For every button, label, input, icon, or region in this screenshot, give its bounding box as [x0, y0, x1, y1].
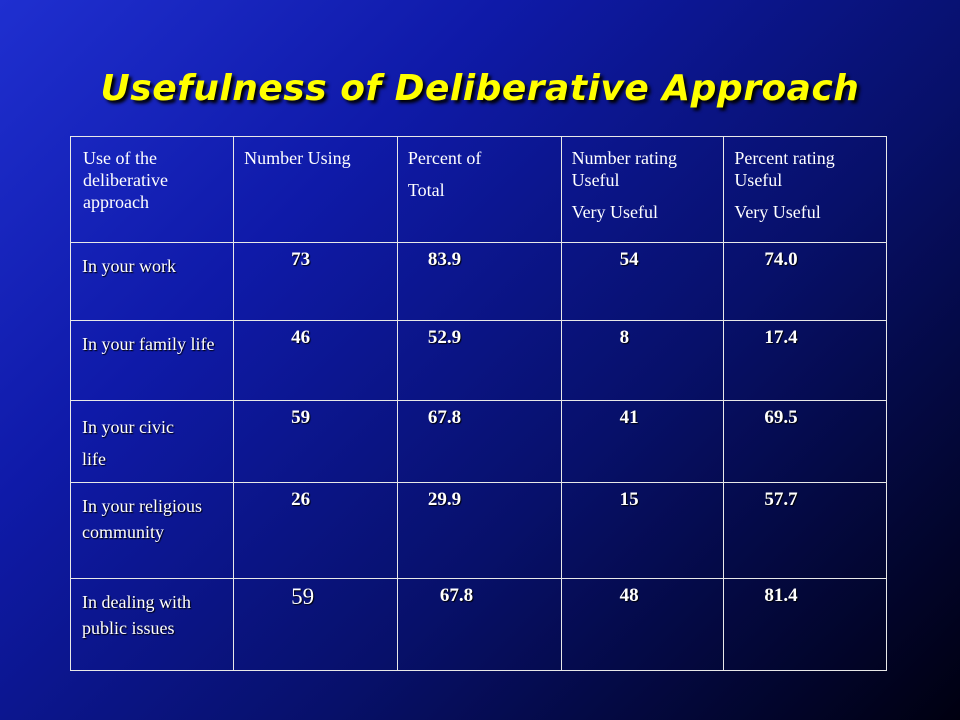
percent-rating-cell: 69.5 [723, 400, 887, 483]
percent-total-value: 29.9 [427, 489, 462, 510]
table-row: In your work 73 83.9 54 74.0 [69, 242, 887, 321]
header-percent-rating-line2: Very Useful [734, 202, 821, 222]
row-label: In your work [82, 256, 176, 276]
percent-total-cell: 29.9 [396, 482, 562, 579]
percent-total-value: 83.9 [427, 249, 462, 270]
number-rating-value: 8 [619, 327, 630, 348]
data-table: Use of the deliberative approach Number … [69, 136, 887, 671]
number-using-value: 46 [291, 327, 311, 348]
header-cell-number-using: Number Using [233, 136, 398, 243]
percent-rating-value: 69.5 [764, 407, 798, 428]
slide-title: Usefulness of Deliberative Approach [100, 68, 860, 109]
number-rating-value: 15 [619, 489, 639, 510]
row-label-cell: In your religious community [69, 482, 235, 579]
percent-rating-cell: 81.4 [723, 578, 887, 671]
table-row: In your family life 46 52.9 8 17.4 [69, 320, 887, 401]
number-rating-cell: 41 [560, 400, 725, 483]
number-rating-cell: 15 [560, 482, 725, 579]
header-number-using-label: Number Using [244, 148, 351, 168]
percent-total-cell: 67.8 [396, 400, 562, 483]
percent-rating-cell: 57.7 [723, 482, 887, 579]
header-cell-percent-rating: Percent rating Useful Very Useful [723, 136, 887, 243]
row-label-cell: In your work [69, 242, 235, 321]
percent-total-cell: 83.9 [396, 242, 562, 321]
percent-rating-value: 81.4 [764, 585, 798, 606]
number-rating-value: 41 [619, 407, 639, 428]
table-header-row: Use of the deliberative approach Number … [69, 136, 887, 243]
header-cell-number-rating: Number rating Useful Very Useful [560, 136, 725, 243]
percent-rating-cell: 17.4 [723, 320, 887, 401]
percent-total-cell: 52.9 [396, 320, 562, 401]
percent-total-cell: 67.8 [396, 578, 562, 671]
row-label-cell: In your civic life [69, 400, 235, 483]
percent-rating-value: 57.7 [764, 489, 798, 510]
row-label: In your civic [82, 417, 174, 437]
table-row: In dealing with public issues 59 67.8 48… [69, 578, 887, 671]
number-using-value: 26 [291, 489, 311, 510]
header-use-label: Use of the deliberative approach [83, 148, 168, 212]
header-percent-total-line1: Percent of [407, 148, 482, 168]
row-label: In your religious community [82, 496, 202, 542]
number-using-value: 59 [291, 584, 315, 609]
number-using-cell: 26 [233, 482, 398, 579]
number-using-cell: 46 [233, 320, 398, 401]
number-using-cell: 59 [233, 400, 398, 483]
header-number-rating-line1: Number rating Useful [571, 148, 678, 190]
row-label-cell: In your family life [69, 320, 235, 401]
number-rating-cell: 8 [560, 320, 725, 401]
percent-rating-value: 74.0 [764, 249, 798, 270]
header-percent-rating-line1: Percent rating Useful [734, 148, 835, 190]
row-label-cell: In dealing with public issues [69, 578, 235, 671]
percent-total-value: 67.8 [427, 407, 462, 428]
header-cell-percent-total: Percent of Total [396, 136, 562, 243]
number-rating-cell: 48 [560, 578, 725, 671]
percent-total-value: 52.9 [427, 327, 462, 348]
row-label: In dealing with public issues [82, 592, 191, 638]
header-cell-use: Use of the deliberative approach [69, 136, 235, 243]
table-row: In your religious community 26 29.9 15 5… [69, 482, 887, 579]
number-rating-value: 54 [619, 249, 639, 270]
header-number-rating-line2: Very Useful [571, 202, 659, 222]
number-using-value: 73 [291, 249, 311, 270]
number-using-cell: 59 [233, 578, 398, 671]
table-row: In your civic life 59 67.8 41 69.5 [69, 400, 887, 483]
number-using-cell: 73 [233, 242, 398, 321]
number-using-value: 59 [291, 407, 311, 428]
row-label: In your family life [82, 334, 215, 354]
number-rating-value: 48 [619, 585, 639, 606]
header-percent-total-line2: Total [407, 180, 445, 200]
percent-rating-cell: 74.0 [723, 242, 887, 321]
percent-rating-value: 17.4 [764, 327, 798, 348]
number-rating-cell: 54 [560, 242, 725, 321]
percent-total-value: 67.8 [439, 585, 474, 606]
row-label-line2: life [82, 449, 106, 469]
